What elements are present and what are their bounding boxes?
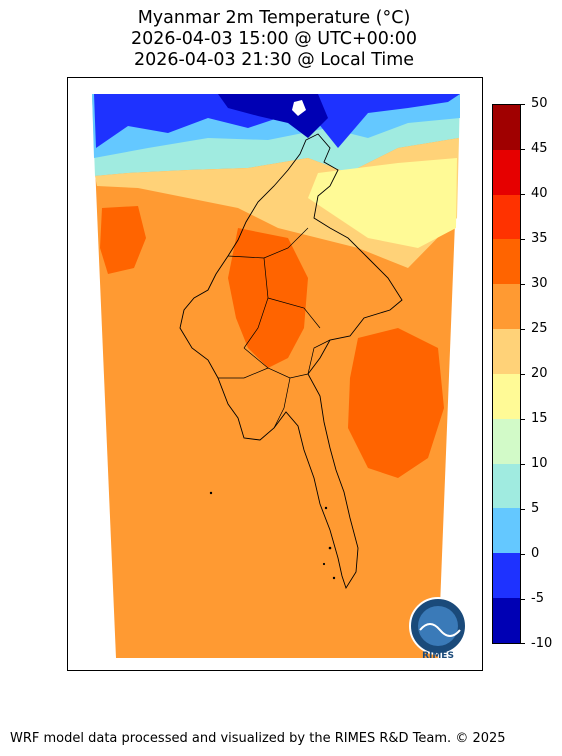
colorbar-tick-label: 35: [531, 231, 548, 246]
colorbar-segment: [493, 105, 520, 150]
snow-patch: [292, 100, 306, 116]
hot-region-west: [100, 206, 146, 274]
colorbar-segment: [493, 418, 520, 464]
colorbar-tick-label: 50: [531, 96, 548, 111]
temperature-map: RIMES: [92, 94, 467, 661]
colorbar-segment: [493, 284, 520, 330]
country-border: [179, 133, 403, 590]
colorbar-tick: [521, 599, 525, 600]
colorbar-tick-label: 10: [531, 456, 548, 471]
coastal-islands: [209, 491, 336, 580]
colorbar-tick-label: 30: [531, 276, 548, 291]
colorbar-tick: [521, 284, 525, 285]
colorbar-segment: [493, 149, 520, 195]
colorbar-tick: [521, 643, 525, 644]
colorbar: [492, 104, 521, 644]
colorbar-tick-label: 0: [531, 546, 540, 561]
colorbar-tick: [521, 509, 525, 510]
colorbar-tick: [521, 104, 525, 105]
title-line-2: 2026-04-03 15:00 @ UTC+00:00: [130, 29, 418, 49]
colorbar-tick-label: 5: [531, 501, 540, 516]
colorbar-segment: [493, 373, 520, 419]
colorbar-segment: [493, 463, 520, 509]
footer-credit: WRF model data processed and visualized …: [10, 731, 506, 746]
colorbar-tick-label: 20: [531, 366, 548, 381]
colorbar-ticks: 50 45 40 35 30 25 20 15 10 5 0 -5 -10: [521, 97, 561, 651]
title-line-3: 2026-04-03 21:30 @ Local Time: [133, 50, 415, 70]
state-borders: [218, 227, 331, 429]
colorbar-tick: [521, 329, 525, 330]
warm-pale-region: [308, 158, 457, 248]
colorbar-segment: [493, 239, 520, 285]
colorbar-tick-label: 40: [531, 186, 548, 201]
colorbar-tick: [521, 374, 525, 375]
rimes-logo-text: RIMES: [422, 651, 454, 661]
hot-region-east: [348, 328, 444, 478]
colorbar-tick: [521, 149, 525, 150]
colorbar-tick: [521, 464, 525, 465]
colorbar-tick: [521, 419, 525, 420]
colorbar-tick: [521, 194, 525, 195]
colorbar-tick-label: 25: [531, 321, 548, 336]
colorbar-tick-label: 15: [531, 411, 548, 426]
colorbar-segment: [493, 329, 520, 374]
colorbar-tick-label: -5: [531, 591, 544, 606]
map-panel: RIMES: [67, 77, 483, 671]
freezing-region-north: [94, 94, 460, 148]
title-line-1: Myanmar 2m Temperature (°C): [137, 8, 411, 28]
colorbar-tick: [521, 554, 525, 555]
map-title: Myanmar 2m Temperature (°C) 2026-04-03 1…: [0, 8, 548, 71]
colorbar-tick-label: 45: [531, 141, 548, 156]
colorbar-segment: [493, 194, 520, 240]
colorbar-segment: [493, 553, 520, 599]
colorbar-tick: [521, 239, 525, 240]
colorbar-segment: [493, 598, 520, 643]
colorbar-tick-label: -10: [531, 636, 553, 651]
rimes-logo: RIMES: [409, 597, 467, 661]
colorbar-segment: [493, 508, 520, 554]
